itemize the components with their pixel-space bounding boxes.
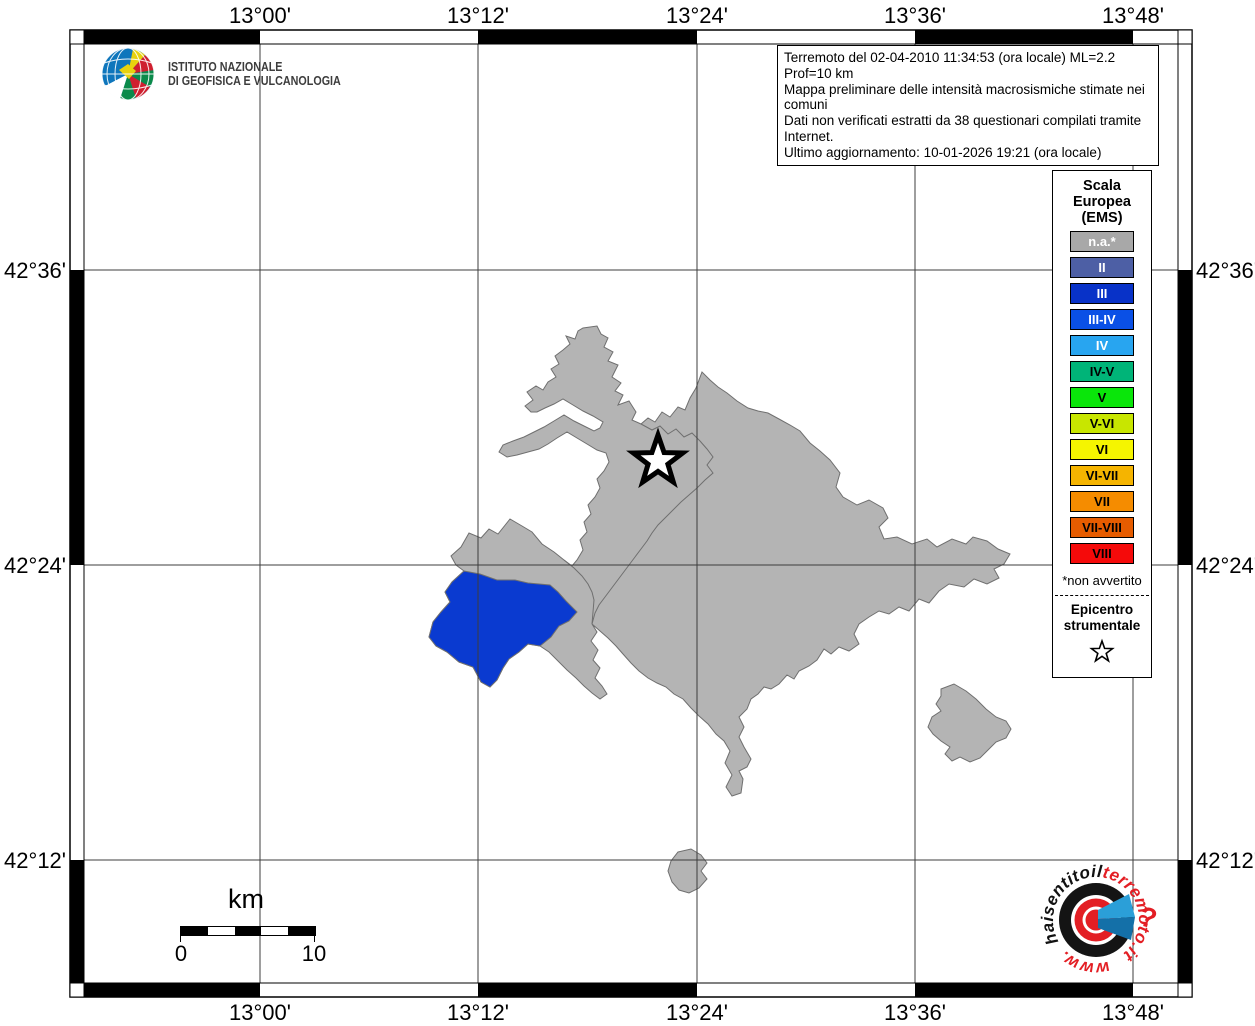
axis-label-bottom-1324: 13°24' <box>666 1000 728 1025</box>
scalebar-end-label: 10 <box>301 941 327 966</box>
legend-swatch-iv-v: IV-V <box>1070 361 1134 382</box>
graticule <box>84 44 1178 983</box>
legend-epicenter-star-icon <box>1053 638 1151 669</box>
legend-swatch-iii-iv: III-IV <box>1070 309 1134 330</box>
intensity-legend: Scala Europea (EMS) n.a.* II III III-IV … <box>1052 170 1152 678</box>
legend-title: Scala Europea (EMS) <box>1072 178 1131 226</box>
axis-label-bottom-1348: 13°48' <box>1102 1000 1164 1025</box>
info-line-updated: Ultimo aggiornamento: 10-01-2026 19:21 (… <box>784 144 1102 160</box>
logo-beam-lower <box>1098 917 1135 940</box>
axis-label-left-4212: 42°12' <box>4 848 66 873</box>
scalebar <box>180 926 316 936</box>
scalebar-tick-start <box>180 935 181 942</box>
axis-label-top-1336: 13°36' <box>884 3 946 28</box>
info-line-event: Terremoto del 02-04-2010 11:34:53 (ora l… <box>784 50 1116 81</box>
legend-divider <box>1055 595 1149 596</box>
legend-swatch-iii: III <box>1070 283 1134 304</box>
felt-municipality-polygon <box>428 570 578 688</box>
logo-beam-upper <box>1098 894 1135 919</box>
map-frame <box>69 29 1193 998</box>
axis-label-right-4212: 42°12' <box>1196 848 1255 873</box>
ingv-globe-icon <box>101 47 155 101</box>
info-line-map-desc: Mappa preliminare delle intensità macros… <box>784 81 1145 113</box>
municipality-cluster <box>428 325 1011 797</box>
axis-label-right-4236: 42°36' <box>1196 258 1255 283</box>
axis-label-top-1312: 13°12' <box>447 3 509 28</box>
legend-footnote: *non avvertito <box>1062 573 1142 588</box>
municipality-boundary <box>591 423 714 625</box>
haisentito-logo: haisentitoilterremoto.it www. ? <box>1038 862 1160 979</box>
scalebar-unit-label: km <box>228 884 264 914</box>
legend-swatch-vii-viii: VII-VIII <box>1070 517 1134 538</box>
legend-swatch-vi-vii: VI-VII <box>1070 465 1134 486</box>
axis-label-top-1300: 13°00' <box>229 3 291 28</box>
axis-label-right-4224: 42°24' <box>1196 553 1255 578</box>
axis-label-left-4224: 42°24' <box>4 553 66 578</box>
municipality-boundary <box>563 559 595 625</box>
legend-swatch-na: n.a.* <box>1070 231 1134 252</box>
municipality-island-south <box>667 848 708 894</box>
scalebar-start-label: 0 <box>174 941 188 966</box>
legend-swatch-ii: II <box>1070 257 1134 278</box>
legend-swatch-vi: VI <box>1070 439 1134 460</box>
legend-swatch-viii: VIII <box>1070 543 1134 564</box>
axis-label-left-4236: 42°36' <box>4 258 66 283</box>
scalebar-tick-end <box>314 935 315 942</box>
axis-label-bottom-1300: 13°00' <box>229 1000 291 1025</box>
municipality-island-east <box>927 683 1012 763</box>
legend-swatch-v: V <box>1070 387 1134 408</box>
info-line-data-source: Dati non verificati estratti da 38 quest… <box>784 113 1142 144</box>
axis-label-top-1324: 13°24' <box>666 3 728 28</box>
axis-label-bottom-1336: 13°36' <box>884 1000 946 1025</box>
legend-swatch-vii: VII <box>1070 491 1134 512</box>
ingv-logo-text: ISTITUTO NAZIONALE DI GEOFISICA E VULCAN… <box>168 59 341 89</box>
ingv-logo: ISTITUTO NAZIONALE DI GEOFISICA E VULCAN… <box>100 46 369 102</box>
legend-swatch-v-vi: V-VI <box>1070 413 1134 434</box>
legend-swatch-iv: IV <box>1070 335 1134 356</box>
earthquake-info-box: Terremoto del 02-04-2010 11:34:53 (ora l… <box>777 45 1159 166</box>
axis-label-bottom-1312: 13°12' <box>447 1000 509 1025</box>
axis-label-top-1348: 13°48' <box>1102 3 1164 28</box>
legend-epicenter-label: Epicentro strumentale <box>1063 602 1141 633</box>
epicenter-star-icon <box>626 427 690 489</box>
